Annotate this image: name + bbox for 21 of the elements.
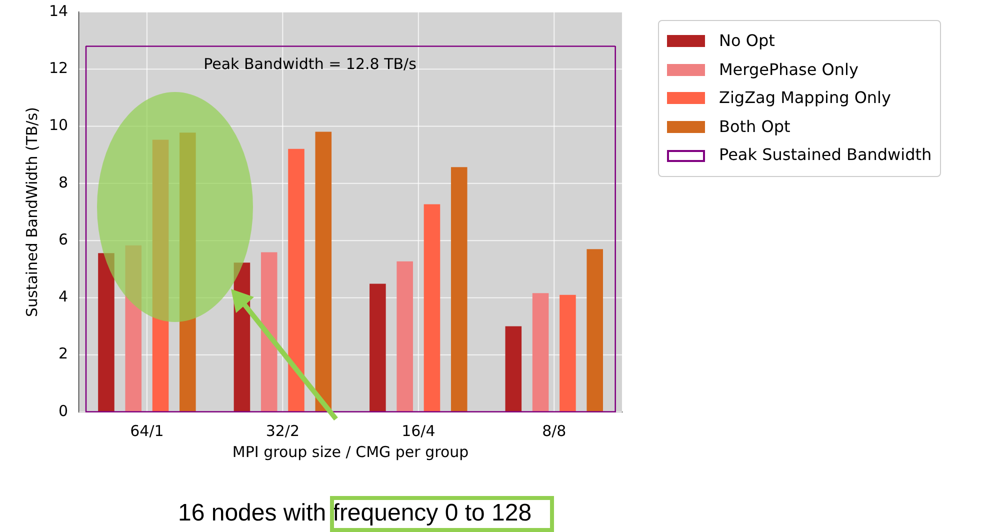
y-tick-label: 4 [58,288,68,306]
y-tick-label: 10 [48,116,68,134]
y-tick-label: 14 [48,2,68,20]
legend-label: ZigZag Mapping Only [719,87,891,110]
y-tick-label: 8 [58,173,68,192]
legend-label: Peak Sustained Bandwidth [719,144,932,166]
x-axis-title: MPI group size / CMG per group [232,442,469,461]
x-tick-label: 32/2 [266,422,300,440]
y-tick-label: 0 [58,402,68,420]
y-tick-label: 2 [58,344,68,363]
x-tick-label: 16/4 [402,422,436,440]
x-tick-label: 8/8 [542,422,566,440]
legend-label: No Opt [719,30,775,52]
legend-label: MergePhase Only [719,58,858,81]
y-tick-label: 12 [48,59,68,78]
x-tick-label: 64/1 [130,422,164,440]
y-tick-label: 6 [58,230,68,248]
legend-label: Both Opt [719,116,790,138]
annotation: Peak Bandwidth = 12.8 TB/s [204,54,417,73]
text: 16 nodes with frequency 0 to 128 [178,500,532,527]
y-axis-title: Sustained BandWidth (TB/s) [22,107,41,317]
